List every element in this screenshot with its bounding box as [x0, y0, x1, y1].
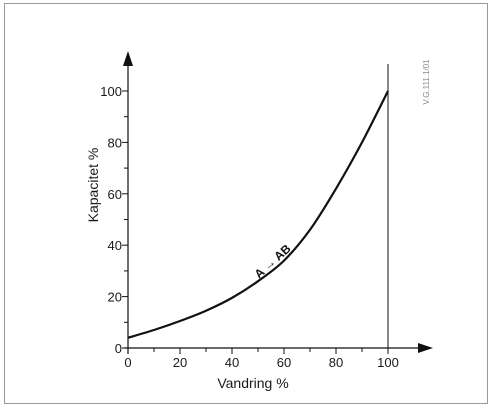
y-tick-label: 40 [108, 238, 122, 253]
series-label: A → AB [252, 241, 294, 281]
x-tick-label: 40 [225, 355, 239, 370]
x-tick-label: 80 [329, 355, 343, 370]
y-tick-label: 60 [108, 187, 122, 202]
chart-frame [4, 3, 488, 404]
y-axis-title: Kapacitet % [85, 148, 101, 223]
y-tick-label: 20 [108, 290, 122, 305]
y-tick-label: 0 [115, 341, 122, 356]
ticks: 0 20 40 60 80 100 0 20 40 60 80 100 [100, 84, 399, 370]
y-tick-label: 100 [100, 84, 122, 99]
reference-code: V.G.111.1/01 [422, 59, 431, 105]
x-tick-label: 100 [377, 355, 399, 370]
x-axis-arrow [418, 343, 433, 353]
y-axis-arrow [123, 51, 133, 66]
x-axis-title: Vandring % [217, 375, 288, 391]
axes [123, 51, 433, 354]
x-tick-label: 20 [173, 355, 187, 370]
curves [127, 90, 389, 339]
y-tick-label: 80 [108, 135, 122, 150]
x-tick-label: 60 [277, 355, 291, 370]
series-line [127, 90, 389, 339]
x-tick-label: 0 [124, 355, 131, 370]
